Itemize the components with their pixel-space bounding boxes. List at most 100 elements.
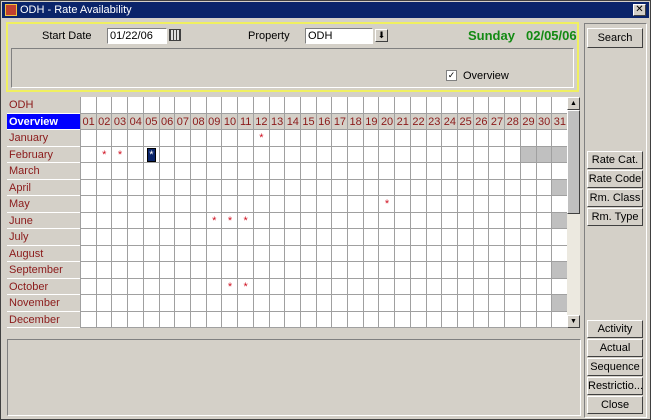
day-cell[interactable]: [425, 179, 442, 196]
day-cell[interactable]: [551, 262, 568, 279]
day-cell[interactable]: [535, 146, 552, 163]
day-cell[interactable]: [409, 262, 427, 279]
day-cell[interactable]: [158, 229, 175, 246]
scroll-up-icon[interactable]: ▲: [567, 97, 580, 110]
day-cell[interactable]: [535, 278, 552, 295]
day-cell[interactable]: [237, 146, 254, 163]
day-cell[interactable]: [111, 130, 128, 147]
day-cell[interactable]: [127, 278, 144, 295]
day-cell[interactable]: [378, 179, 395, 196]
day-cell[interactable]: [488, 262, 505, 279]
day-cell[interactable]: [519, 212, 537, 229]
day-cell[interactable]: [174, 229, 191, 246]
day-cell[interactable]: [551, 196, 568, 213]
day-cell[interactable]: [425, 130, 442, 147]
day-cell[interactable]: [551, 179, 568, 196]
day-cell[interactable]: [409, 278, 427, 295]
day-cell[interactable]: *: [237, 278, 254, 295]
day-cell[interactable]: [347, 245, 364, 262]
row-label[interactable]: December: [7, 311, 80, 328]
day-cell[interactable]: [252, 278, 269, 295]
day-cell[interactable]: [535, 229, 552, 246]
day-cell[interactable]: [472, 196, 489, 213]
day-cell[interactable]: [347, 130, 364, 147]
day-cell[interactable]: [299, 97, 317, 114]
day-cell[interactable]: [80, 163, 97, 180]
day-cell[interactable]: [425, 212, 442, 229]
day-cell[interactable]: [80, 146, 97, 163]
day-cell[interactable]: [158, 262, 175, 279]
day-cell[interactable]: [488, 97, 505, 114]
day-cell[interactable]: [362, 229, 379, 246]
day-cell[interactable]: [504, 278, 521, 295]
day-cell[interactable]: [394, 130, 411, 147]
day-cell[interactable]: [378, 212, 395, 229]
day-cell[interactable]: [221, 295, 238, 312]
day-cell[interactable]: [551, 163, 568, 180]
day-cell[interactable]: [142, 278, 160, 295]
day-cell[interactable]: [472, 97, 489, 114]
day-cell[interactable]: [394, 196, 411, 213]
row-label[interactable]: August: [7, 245, 80, 262]
day-cell[interactable]: [488, 130, 505, 147]
day-cell[interactable]: [95, 179, 112, 196]
day-cell[interactable]: [441, 179, 458, 196]
day-cell[interactable]: [237, 97, 254, 114]
day-cell[interactable]: [174, 278, 191, 295]
day-cell[interactable]: [409, 245, 427, 262]
day-cell[interactable]: [252, 295, 269, 312]
day-cell[interactable]: [174, 163, 191, 180]
day-cell[interactable]: [299, 262, 317, 279]
day-cell[interactable]: [394, 212, 411, 229]
day-cell[interactable]: [158, 97, 175, 114]
day-cell[interactable]: [315, 295, 332, 312]
day-cell[interactable]: [284, 295, 301, 312]
rate-category-button[interactable]: Rate Cat.: [587, 151, 643, 169]
day-cell[interactable]: [457, 229, 474, 246]
day-cell[interactable]: [95, 229, 112, 246]
day-cell[interactable]: [142, 163, 160, 180]
day-cell[interactable]: [519, 245, 537, 262]
day-cell[interactable]: [158, 278, 175, 295]
day-cell[interactable]: [95, 278, 112, 295]
day-cell[interactable]: [142, 196, 160, 213]
day-cell[interactable]: [472, 163, 489, 180]
day-cell[interactable]: [127, 262, 144, 279]
day-cell[interactable]: [315, 146, 332, 163]
day-cell[interactable]: [237, 229, 254, 246]
row-label[interactable]: Overview: [7, 113, 80, 130]
day-cell[interactable]: [158, 212, 175, 229]
day-cell[interactable]: [409, 212, 427, 229]
day-cell[interactable]: [142, 97, 160, 114]
day-cell[interactable]: [457, 196, 474, 213]
day-cell[interactable]: *: [221, 212, 238, 229]
day-cell[interactable]: [504, 212, 521, 229]
day-cell[interactable]: [80, 295, 97, 312]
day-cell[interactable]: [284, 196, 301, 213]
day-cell[interactable]: [457, 163, 474, 180]
day-cell[interactable]: [394, 97, 411, 114]
day-cell[interactable]: [80, 278, 97, 295]
day-cell[interactable]: *: [378, 196, 395, 213]
day-cell[interactable]: [362, 245, 379, 262]
day-cell[interactable]: [237, 179, 254, 196]
day-cell[interactable]: [111, 212, 128, 229]
day-cell[interactable]: [189, 229, 207, 246]
day-cell[interactable]: [457, 146, 474, 163]
day-cell[interactable]: [237, 130, 254, 147]
day-cell[interactable]: [504, 245, 521, 262]
day-cell[interactable]: [237, 196, 254, 213]
day-cell[interactable]: [347, 179, 364, 196]
day-cell[interactable]: [189, 311, 207, 328]
row-label[interactable]: June: [7, 212, 80, 229]
day-cell[interactable]: [362, 179, 379, 196]
day-cell[interactable]: [221, 130, 238, 147]
day-cell[interactable]: [441, 163, 458, 180]
day-cell[interactable]: [315, 130, 332, 147]
search-button[interactable]: Search: [587, 28, 643, 48]
day-cell[interactable]: [189, 163, 207, 180]
day-cell[interactable]: [268, 196, 285, 213]
day-cell[interactable]: [127, 146, 144, 163]
day-cell[interactable]: [299, 229, 317, 246]
day-cell[interactable]: [488, 311, 505, 328]
